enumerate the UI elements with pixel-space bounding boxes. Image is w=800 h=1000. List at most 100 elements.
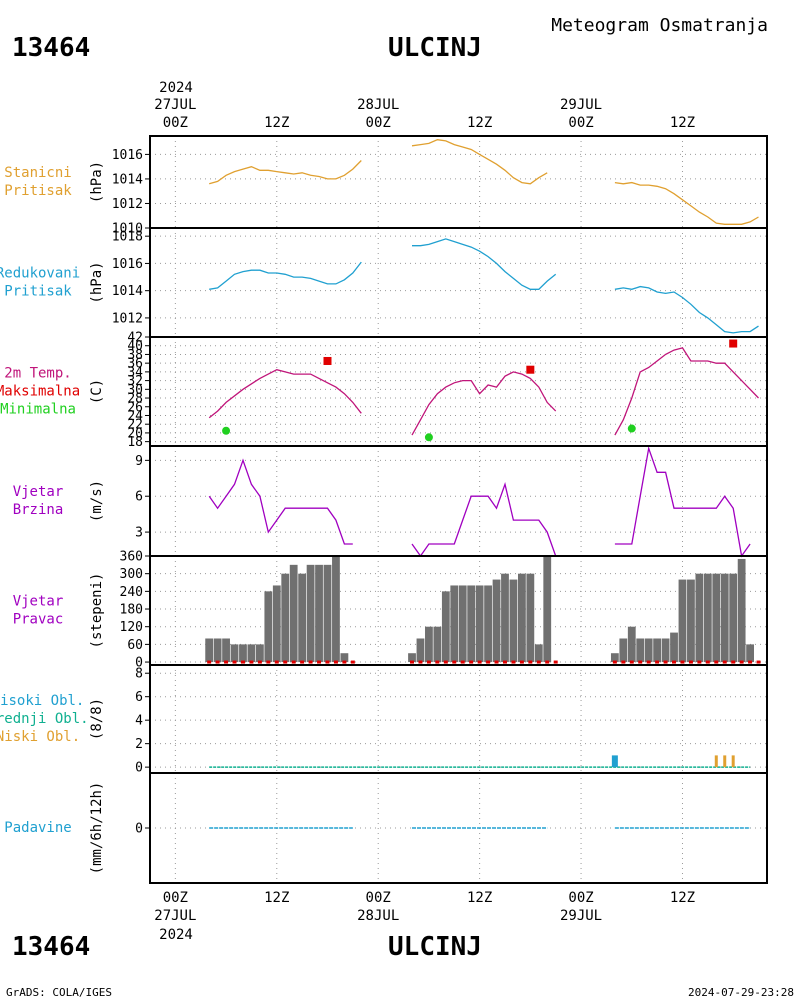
marks-layer bbox=[205, 139, 761, 829]
wind-direction-base-mark bbox=[545, 660, 550, 664]
y-tick-label: 40 bbox=[127, 339, 143, 354]
wind-direction-base-mark bbox=[486, 660, 491, 664]
low-cloud-bar bbox=[714, 755, 718, 768]
wind-direction-bar bbox=[484, 585, 492, 663]
time-tick-top: 00Z bbox=[568, 115, 593, 131]
wind-direction-base-mark bbox=[756, 660, 761, 664]
panel-frame-clouds bbox=[149, 664, 768, 774]
wind-direction-bar bbox=[627, 626, 636, 663]
wind-direction-base-mark bbox=[443, 660, 448, 664]
wind-direction-bar bbox=[467, 585, 476, 663]
wind-direction-bar bbox=[458, 585, 467, 663]
footer-software: GrADS: COLA/IGES bbox=[6, 986, 112, 999]
wind-direction-base-mark bbox=[714, 660, 719, 664]
y-tick-label: 1014 bbox=[112, 172, 143, 187]
wind-direction-bar bbox=[306, 564, 315, 663]
wind-direction-base-mark bbox=[308, 660, 313, 664]
y-axis-unit-label: (stepeni) bbox=[89, 573, 105, 649]
series-line-reduced_pressure bbox=[614, 285, 759, 334]
tmin-marker bbox=[222, 426, 231, 435]
wind-direction-bar bbox=[298, 573, 307, 663]
panel-label-line: Pritisak bbox=[4, 183, 72, 199]
wind-direction-base-mark bbox=[207, 660, 212, 664]
wind-direction-bar bbox=[543, 556, 552, 663]
time-tick-top: 00Z bbox=[163, 115, 188, 131]
y-tick-label: 0 bbox=[135, 822, 143, 837]
subtitle: Meteogram Osmatranja bbox=[551, 15, 768, 36]
wind-direction-bar bbox=[332, 556, 340, 663]
wind-direction-bar bbox=[729, 573, 738, 663]
y-tick-label: 120 bbox=[120, 620, 143, 635]
wind-direction-base-mark bbox=[672, 660, 677, 664]
date-label-bottom: 28JUL bbox=[357, 908, 399, 924]
wind-direction-base-mark bbox=[688, 660, 693, 664]
wind-direction-bar bbox=[441, 591, 450, 663]
tmin-marker bbox=[424, 433, 433, 442]
y-tick-label: 3 bbox=[135, 526, 143, 541]
frames-layer bbox=[145, 135, 768, 884]
wind-direction-base-mark bbox=[283, 660, 288, 664]
wind-direction-base-mark bbox=[435, 660, 440, 664]
panel-label-line: Maksimalna bbox=[0, 384, 80, 400]
wind-direction-bar bbox=[222, 638, 230, 663]
wind-direction-bar bbox=[492, 579, 501, 663]
series-line-temperature bbox=[208, 369, 362, 419]
panel-frame-temperature bbox=[149, 336, 768, 447]
y-tick-label: 36 bbox=[127, 357, 143, 372]
wind-direction-base-mark bbox=[629, 660, 634, 664]
y-tick-label: 1014 bbox=[112, 284, 143, 299]
panel-label-line: Padavine bbox=[4, 820, 71, 836]
panel-label-line: Brzina bbox=[13, 502, 64, 518]
wind-direction-bar bbox=[281, 573, 290, 663]
wind-direction-bar bbox=[517, 573, 526, 663]
wind-direction-bar bbox=[340, 653, 349, 663]
wind-direction-bar bbox=[746, 644, 754, 663]
wind-direction-bar bbox=[526, 573, 535, 663]
panel-label-line: Redukovani bbox=[0, 266, 80, 282]
series-line-wind_speed bbox=[614, 445, 751, 558]
wind-direction-base-mark bbox=[655, 660, 660, 664]
y-tick-label: 22 bbox=[127, 418, 143, 433]
y-tick-label: 360 bbox=[120, 550, 143, 565]
y-tick-label: 30 bbox=[127, 383, 143, 398]
panel-label-line: Pravac bbox=[13, 612, 64, 628]
wind-direction-bar bbox=[636, 638, 645, 663]
panel-label-line: Pritisak bbox=[4, 284, 72, 300]
y-tick-label: 8 bbox=[135, 667, 143, 682]
wind-direction-base-mark bbox=[224, 660, 229, 664]
grid-layer bbox=[150, 136, 767, 883]
y-tick-label: 28 bbox=[127, 392, 143, 407]
wind-direction-base-mark bbox=[257, 660, 262, 664]
series-line-reduced_pressure bbox=[412, 238, 557, 290]
series-line-station_pressure bbox=[209, 160, 362, 185]
series-line-reduced_pressure bbox=[209, 261, 362, 290]
wind-direction-bar bbox=[289, 564, 298, 663]
y-axis-unit-label: (8/8) bbox=[89, 698, 105, 740]
wind-direction-bar bbox=[475, 585, 484, 663]
wind-direction-base-mark bbox=[612, 660, 617, 664]
y-tick-label: 4 bbox=[135, 714, 143, 729]
wind-direction-base-mark bbox=[232, 660, 237, 664]
panel-frame-precipitation bbox=[149, 772, 768, 884]
wind-direction-base-mark bbox=[325, 660, 330, 664]
panel-label-line: Stanicni bbox=[4, 165, 71, 181]
wind-direction-base-mark bbox=[477, 660, 482, 664]
wind-direction-bar bbox=[703, 573, 712, 663]
wind-direction-bar bbox=[264, 591, 273, 663]
y-tick-label: 26 bbox=[127, 400, 143, 415]
low-cloud-bar bbox=[723, 755, 727, 768]
y-tick-label: 0 bbox=[135, 761, 143, 776]
wind-direction-base-mark bbox=[528, 660, 533, 664]
wind-direction-bar bbox=[653, 638, 662, 663]
y-tick-label: 1016 bbox=[112, 148, 143, 163]
panel-frame-reduced_pressure bbox=[149, 227, 768, 338]
y-tick-label: 20 bbox=[127, 426, 143, 441]
series-line-temperature bbox=[614, 347, 759, 436]
wind-direction-base-mark bbox=[494, 660, 499, 664]
time-tick-bottom: 12Z bbox=[264, 890, 289, 906]
y-tick-label: 9 bbox=[135, 454, 143, 469]
y-tick-label: 1012 bbox=[112, 197, 143, 212]
wind-direction-base-mark bbox=[705, 660, 710, 664]
wind-direction-bar bbox=[247, 644, 256, 663]
